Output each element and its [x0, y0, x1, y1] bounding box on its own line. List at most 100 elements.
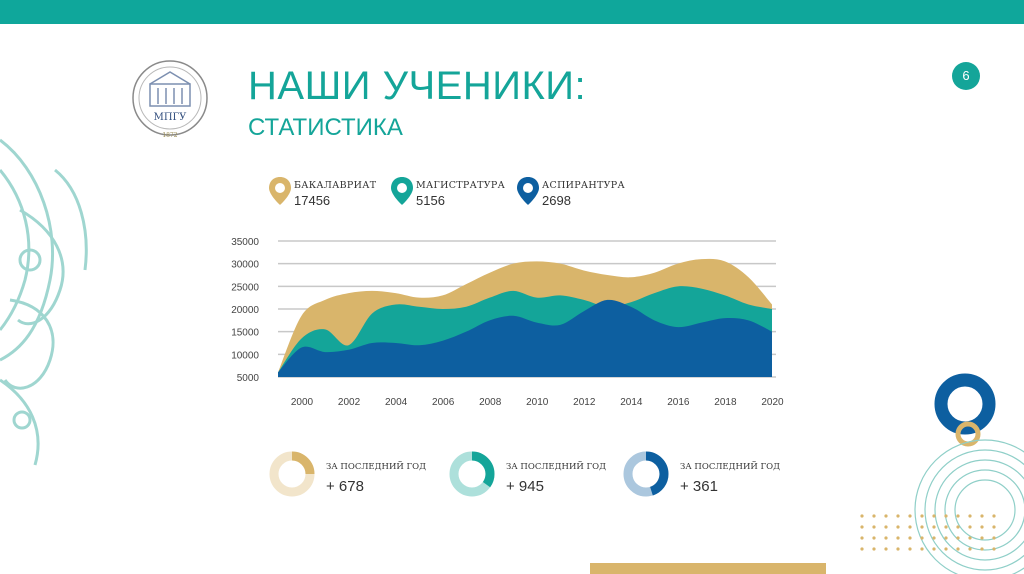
page-number-badge: 6 [952, 62, 980, 90]
decor-dot [896, 525, 900, 529]
university-logo: МПГУ 1872 [132, 60, 208, 139]
decor-dot [992, 525, 996, 529]
decor-dot [896, 514, 900, 518]
y-tick-label: 25000 [231, 282, 259, 293]
decor-dot [992, 547, 996, 551]
decor-dot [956, 536, 960, 540]
x-tick-label: 2000 [291, 397, 314, 408]
decor-dot [944, 525, 948, 529]
decor-dot [920, 547, 924, 551]
stat-value: + 361 [680, 478, 718, 495]
decor-dot [872, 547, 876, 551]
bottom-accent-bar [590, 563, 826, 574]
decor-dot [920, 536, 924, 540]
decor-dot [980, 547, 984, 551]
decor-dot [980, 514, 984, 518]
logo-year: 1872 [162, 132, 177, 139]
left-floral-ornament [0, 138, 88, 466]
donut-icon [269, 451, 315, 497]
y-tick-label: 5000 [237, 373, 260, 384]
legend-label: МАГИСТРАТУРА [416, 180, 506, 191]
stat-value: + 678 [326, 478, 364, 495]
decor-dot [896, 547, 900, 551]
decor-dot [932, 514, 936, 518]
stat-label: ЗА ПОСЛЕДНИЙ ГОД [506, 462, 606, 472]
decor-dot [908, 536, 912, 540]
stat-label: ЗА ПОСЛЕДНИЙ ГОД [680, 462, 780, 472]
y-tick-label: 30000 [231, 260, 259, 271]
decor-dot [932, 536, 936, 540]
legend-value: 5156 [416, 193, 445, 208]
area-series-3 [278, 299, 772, 377]
decor-dot [908, 514, 912, 518]
decor-dot [956, 525, 960, 529]
right-circle-decor [860, 373, 1024, 574]
decor-dot [932, 525, 936, 529]
decor-dot [956, 514, 960, 518]
x-tick-label: 2010 [526, 397, 549, 408]
decor-dot [884, 514, 888, 518]
donut-icon [449, 451, 495, 497]
decor-dot [872, 525, 876, 529]
x-tick-label: 2006 [432, 397, 455, 408]
decor-dot [908, 547, 912, 551]
stat-label: ЗА ПОСЛЕДНИЙ ГОД [326, 462, 426, 472]
x-tick-label: 2014 [620, 397, 643, 408]
decor-dot [968, 514, 972, 518]
x-tick-label: 2008 [479, 397, 502, 408]
decor-dot [932, 547, 936, 551]
decor-dot [884, 536, 888, 540]
decor-dot [956, 547, 960, 551]
donut-icon [623, 451, 669, 497]
decor-dot [968, 525, 972, 529]
decor-dot [860, 514, 864, 518]
decor-dot [860, 547, 864, 551]
decor-dot [908, 525, 912, 529]
legend-label: АСПИРАНТУРА [542, 180, 625, 191]
decor-dot [968, 547, 972, 551]
decor-dot [944, 536, 948, 540]
y-tick-label: 10000 [231, 350, 259, 361]
decor-dot [944, 547, 948, 551]
decor-dot [980, 536, 984, 540]
decor-dot [860, 525, 864, 529]
y-tick-label: 20000 [231, 305, 259, 316]
x-tick-label: 2012 [573, 397, 596, 408]
decor-dot [920, 514, 924, 518]
legend-label: БАКАЛАВРИАТ [294, 180, 377, 191]
decor-dot [944, 514, 948, 518]
map-pin-icon [269, 177, 291, 205]
y-tick-label: 35000 [231, 237, 259, 248]
decor-dot [884, 547, 888, 551]
map-pin-icon [391, 177, 413, 205]
page-title: НАШИ УЧЕНИКИ: [248, 64, 587, 108]
x-tick-label: 2020 [761, 397, 784, 408]
donut-fill [269, 451, 315, 497]
x-tick-label: 2002 [338, 397, 361, 408]
decor-dot [872, 536, 876, 540]
decor-dot [896, 536, 900, 540]
decor-dot [884, 525, 888, 529]
logo-text: МПГУ [154, 112, 188, 123]
decor-dot [968, 536, 972, 540]
decor-dot [980, 525, 984, 529]
decor-dot [920, 525, 924, 529]
x-tick-label: 2016 [667, 397, 690, 408]
donut-fill [449, 451, 495, 497]
donut-fill [623, 451, 669, 497]
page-subtitle: СТАТИСТИКА [248, 114, 403, 141]
legend-value: 2698 [542, 193, 571, 208]
decor-dot [860, 536, 864, 540]
legend-value: 17456 [294, 193, 331, 208]
x-tick-label: 2004 [385, 397, 408, 408]
stat-value: + 945 [506, 478, 544, 495]
y-tick-label: 15000 [231, 328, 259, 339]
decor-dot [992, 514, 996, 518]
decor-dot [872, 514, 876, 518]
x-tick-label: 2018 [714, 397, 737, 408]
top-accent-bar [0, 0, 1024, 24]
map-pin-icon [517, 177, 539, 205]
decor-dot [992, 536, 996, 540]
